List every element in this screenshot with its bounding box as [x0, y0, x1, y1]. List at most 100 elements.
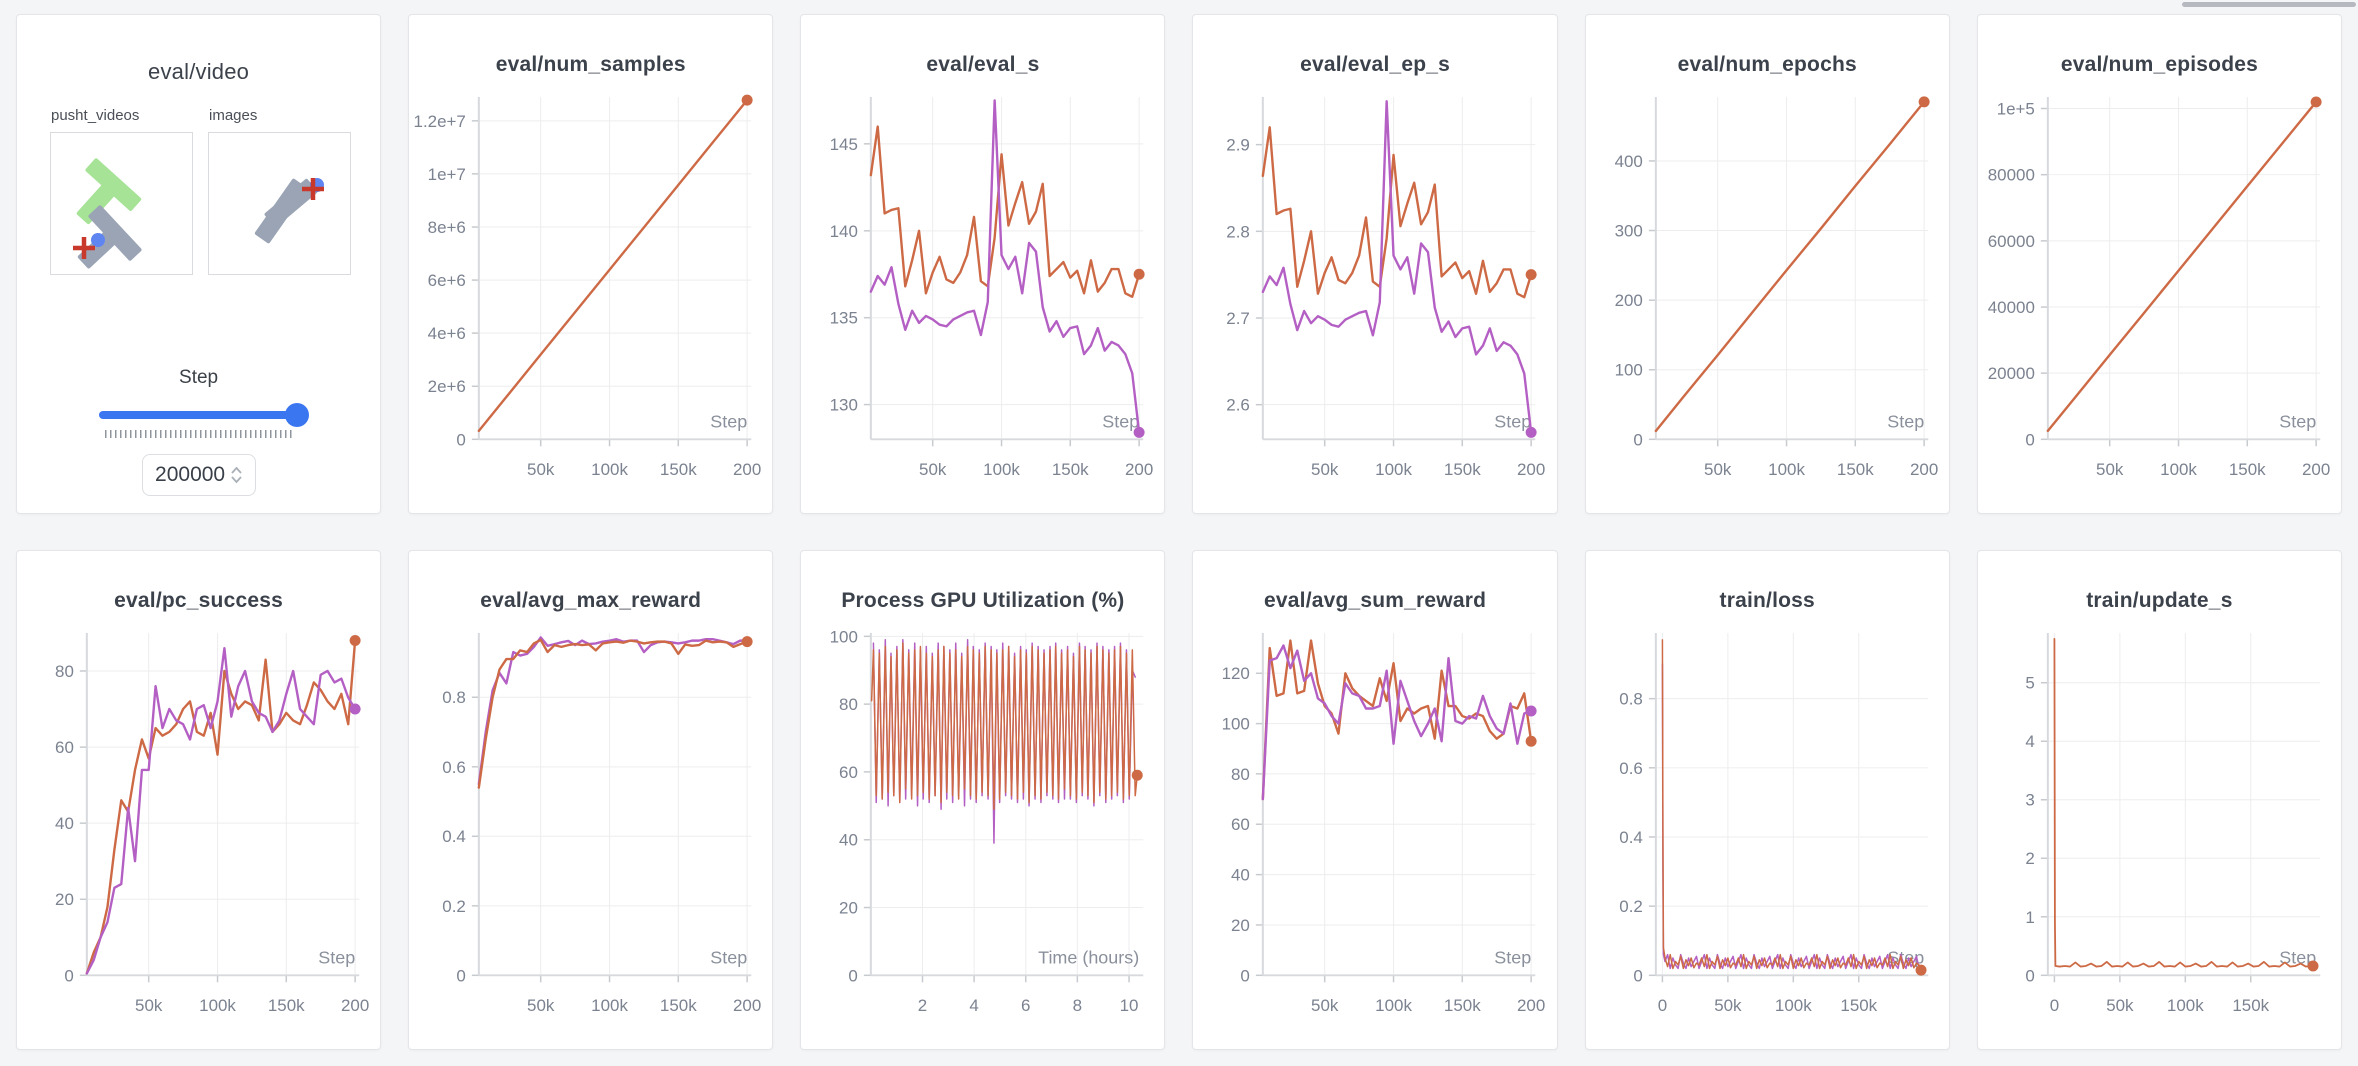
- svg-text:0: 0: [1633, 966, 1642, 985]
- svg-text:140: 140: [830, 222, 858, 241]
- line-chart-eval-num-episodes[interactable]: 50k 100k 150k 200 0 20000 40000 60000 80000 1e+5 S…: [1978, 89, 2341, 505]
- chart-svg[interactable]: 50k 100k 150k 200 0 100 200 300 400 Step: [1586, 89, 1949, 505]
- panel-title: train/loss: [1719, 589, 1815, 612]
- slider-track[interactable]: [98, 411, 299, 419]
- svg-text:0: 0: [1241, 966, 1250, 985]
- panel-eval-eval-s: eval/eval_s 50k 100k 150k 200 130 135 140 145 St…: [800, 14, 1166, 514]
- chart-svg[interactable]: 50k 100k 150k 200 0 20 40 60 80 Step: [17, 625, 380, 1041]
- svg-text:5: 5: [2025, 674, 2034, 693]
- svg-text:Step: Step: [710, 947, 747, 967]
- svg-text:1e+7: 1e+7: [428, 165, 466, 184]
- svg-text:80: 80: [1231, 765, 1250, 784]
- images-thumbnail[interactable]: [208, 132, 351, 275]
- svg-text:200: 200: [1910, 460, 1938, 479]
- line-chart-eval-eval-s[interactable]: 50k 100k 150k 200 130 135 140 145 Step: [801, 89, 1164, 505]
- svg-text:20: 20: [1231, 916, 1250, 935]
- svg-text:100k: 100k: [591, 460, 628, 479]
- svg-text:130: 130: [830, 396, 858, 415]
- panel-title: eval/pc_success: [114, 589, 283, 612]
- chart-svg[interactable]: 50k 100k 150k 200 2.6 2.7 2.8 2.9 Step: [1193, 89, 1556, 505]
- svg-text:0: 0: [1633, 430, 1642, 449]
- horizontal-scrollbar-thumb[interactable]: [2182, 2, 2356, 7]
- svg-text:60: 60: [839, 763, 858, 782]
- svg-text:Step: Step: [1887, 411, 1924, 431]
- line-chart-process-gpu-utilization[interactable]: 2 4 6 8 10 0 20 40 60 80 100 Time (hours): [801, 625, 1164, 1041]
- svg-text:40000: 40000: [1988, 298, 2035, 317]
- svg-text:60: 60: [1231, 815, 1250, 834]
- svg-text:0.4: 0.4: [442, 827, 466, 846]
- svg-text:100k: 100k: [2160, 460, 2197, 479]
- panel-title: eval/num_epochs: [1677, 53, 1857, 76]
- svg-text:150k: 150k: [1444, 996, 1481, 1015]
- svg-text:200: 200: [2302, 460, 2330, 479]
- chart-svg[interactable]: 50k 100k 150k 200 130 135 140 145 Step: [801, 89, 1164, 505]
- step-slider[interactable]: [98, 403, 309, 427]
- svg-text:200: 200: [1614, 291, 1642, 310]
- svg-text:8e+6: 8e+6: [428, 218, 466, 237]
- step-number-input[interactable]: 200000: [141, 454, 256, 496]
- line-chart-eval-avg-sum-reward[interactable]: 50k 100k 150k 200 0 20 40 60 80 100 120 Step: [1193, 625, 1556, 1041]
- panel-title: train/update_s: [2086, 589, 2233, 612]
- svg-text:0.2: 0.2: [1619, 897, 1643, 916]
- svg-text:Step: Step: [1495, 947, 1532, 967]
- slider-thumb[interactable]: [284, 403, 309, 427]
- svg-text:100: 100: [830, 627, 858, 646]
- line-chart-train-update-s[interactable]: 0 50k 100k 150k 0 1 2 3 4 5 Step: [1978, 625, 2341, 1041]
- svg-text:100k: 100k: [983, 460, 1020, 479]
- svg-text:50k: 50k: [1714, 996, 1742, 1015]
- svg-text:0: 0: [849, 966, 858, 985]
- line-chart-eval-pc-success[interactable]: 50k 100k 150k 200 0 20 40 60 80 Step: [17, 625, 380, 1041]
- svg-text:0: 0: [1657, 996, 1666, 1015]
- line-chart-eval-num-epochs[interactable]: 50k 100k 150k 200 0 100 200 300 400 Step: [1586, 89, 1949, 505]
- svg-text:1: 1: [2025, 908, 2034, 927]
- agent-dot: [91, 233, 105, 247]
- media-images: images: [208, 107, 351, 275]
- panel-process-gpu-utilization: Process GPU Utilization (%) 2 4 6 8 10 0 20 40 6…: [800, 550, 1166, 1050]
- svg-text:2.7: 2.7: [1227, 309, 1251, 328]
- svg-text:150k: 150k: [1837, 460, 1874, 479]
- svg-text:20000: 20000: [1988, 364, 2035, 383]
- svg-text:200: 200: [1125, 460, 1153, 479]
- chart-svg[interactable]: 50k 100k 150k 200 0 20000 40000 60000 80000 1e+5 S…: [1978, 89, 2341, 505]
- svg-text:8: 8: [1073, 996, 1082, 1015]
- svg-text:200: 200: [733, 460, 761, 479]
- svg-text:0: 0: [457, 966, 466, 985]
- chart-svg[interactable]: 50k 100k 150k 200 0 0.2 0.4 0.6 0.8 Step: [409, 625, 772, 1041]
- svg-text:50k: 50k: [1312, 996, 1340, 1015]
- svg-text:50k: 50k: [919, 460, 947, 479]
- svg-text:10: 10: [1120, 996, 1139, 1015]
- svg-text:1.2e+7: 1.2e+7: [414, 112, 466, 131]
- svg-text:60000: 60000: [1988, 232, 2035, 251]
- svg-text:80000: 80000: [1988, 166, 2035, 185]
- step-value[interactable]: 200000: [155, 463, 226, 486]
- svg-text:135: 135: [830, 309, 858, 328]
- svg-text:0: 0: [64, 966, 73, 985]
- svg-text:Step: Step: [1103, 411, 1140, 431]
- svg-text:40: 40: [55, 814, 74, 833]
- line-chart-eval-eval-ep-s[interactable]: 50k 100k 150k 200 2.6 2.7 2.8 2.9 Step: [1193, 89, 1556, 505]
- chart-svg[interactable]: 50k 100k 150k 200 0 20 40 60 80 100 120 Step: [1193, 625, 1556, 1041]
- svg-text:0.2: 0.2: [442, 897, 466, 916]
- svg-text:Time (hours): Time (hours): [1038, 947, 1139, 967]
- svg-text:3: 3: [2025, 791, 2034, 810]
- svg-text:0: 0: [2025, 430, 2034, 449]
- svg-text:40: 40: [1231, 866, 1250, 885]
- line-chart-train-loss[interactable]: 0 50k 100k 150k 0 0.2 0.4 0.6 0.8 Step: [1586, 625, 1949, 1041]
- chart-svg[interactable]: 0 50k 100k 150k 0 1 2 3 4 5 Step: [1978, 625, 2341, 1041]
- svg-text:150k: 150k: [2232, 996, 2269, 1015]
- svg-text:Step: Step: [318, 947, 355, 967]
- pusht-video-thumbnail[interactable]: [50, 132, 193, 275]
- stepper-buttons: [231, 467, 242, 483]
- svg-text:40: 40: [839, 831, 858, 850]
- chevron-down-icon[interactable]: [231, 476, 242, 483]
- svg-text:100k: 100k: [591, 996, 628, 1015]
- line-chart-eval-num-samples[interactable]: 50k 100k 150k 200 0 2e+6 4e+6 6e+6 8e+6 1e+7 1.2e+…: [409, 89, 772, 505]
- line-chart-eval-avg-max-reward[interactable]: 50k 100k 150k 200 0 0.2 0.4 0.6 0.8 Step: [409, 625, 772, 1041]
- svg-text:100k: 100k: [199, 996, 236, 1015]
- chart-svg[interactable]: 50k 100k 150k 200 0 2e+6 4e+6 6e+6 8e+6 1e+7 1.2e+…: [409, 89, 772, 505]
- chevron-up-icon[interactable]: [231, 467, 242, 474]
